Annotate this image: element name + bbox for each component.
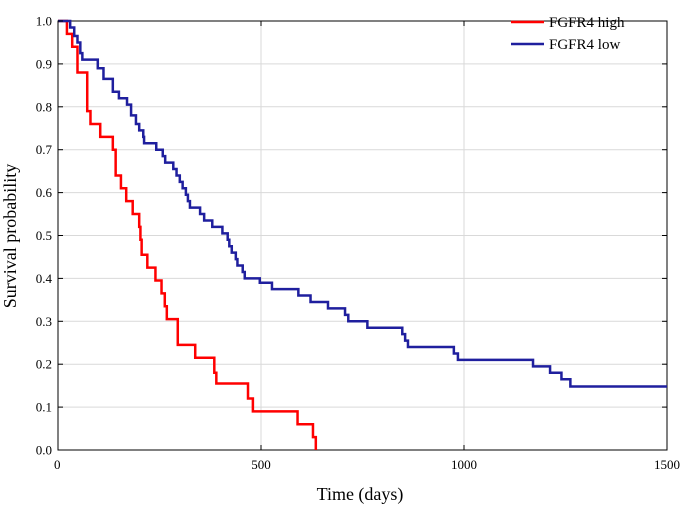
y-tick-label: 0.2 <box>36 357 52 372</box>
y-tick-label: 0.5 <box>36 228 52 243</box>
series-line-fgfr4-low <box>58 19 667 388</box>
legend-label: FGFR4 low <box>549 37 620 53</box>
y-tick-label: 0.1 <box>36 400 52 415</box>
y-tick-label: 0.0 <box>36 443 52 458</box>
y-tick-label: 0.6 <box>36 185 53 200</box>
x-tick-label: 0 <box>54 457 61 472</box>
x-axis-label: Time (days) <box>317 484 404 505</box>
y-axis-label: Survival probability <box>0 164 20 308</box>
y-tick-label: 1.0 <box>36 14 52 29</box>
y-tick-label: 0.9 <box>36 56 52 71</box>
y-tick-label: 0.7 <box>36 142 53 157</box>
y-tick-label: 0.8 <box>36 99 52 114</box>
axis-ticks: 0.0 0.1 0.2 0.3 0.4 0.5 0.6 0.7 0.8 0.9 1.0 0 500 100… <box>36 14 680 473</box>
x-tick-label: 1500 <box>654 457 680 472</box>
x-tick-label: 500 <box>251 457 271 472</box>
x-tick-label: 1000 <box>451 457 477 472</box>
series-line-fgfr4-high <box>58 19 318 450</box>
y-tick-label: 0.4 <box>36 271 53 286</box>
legend-label: FGFR4 high <box>549 15 625 31</box>
series-lines <box>58 19 667 450</box>
y-tick-label: 0.3 <box>36 314 52 329</box>
legend: FGFR4 high FGFR4 low <box>511 15 625 53</box>
